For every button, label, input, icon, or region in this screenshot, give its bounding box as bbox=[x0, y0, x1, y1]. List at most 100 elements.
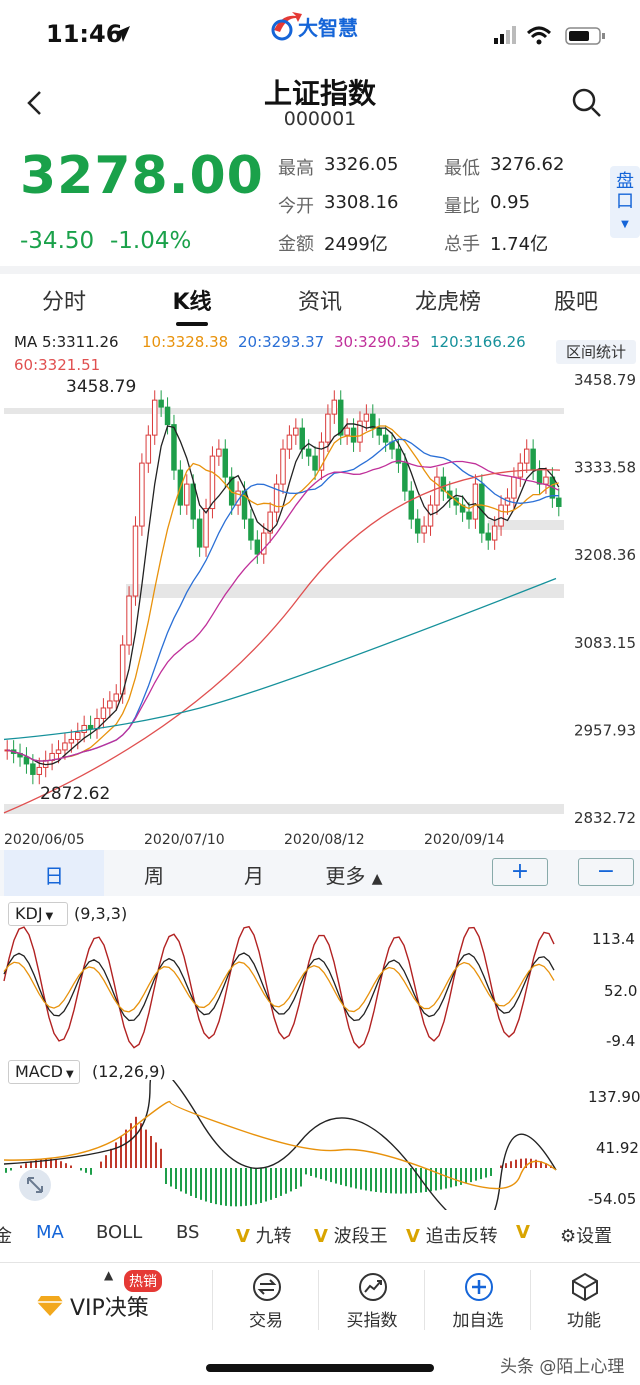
kdj-tick-high: 113.4 bbox=[592, 930, 635, 948]
candle-body bbox=[23, 756, 30, 765]
pankou-label: 盘口 bbox=[616, 171, 634, 212]
watermark: 头条 @陌上心理 bbox=[500, 1357, 625, 1377]
period-day[interactable]: 日 bbox=[44, 864, 64, 888]
function-cube-icon bbox=[572, 1272, 598, 1302]
tab-dragon-tiger[interactable]: 龙虎榜 bbox=[414, 290, 481, 315]
zoom-in-button[interactable]: + bbox=[492, 858, 548, 886]
back-icon[interactable] bbox=[20, 88, 50, 118]
candle-body bbox=[126, 595, 132, 646]
candle-body bbox=[466, 511, 472, 520]
candle-body bbox=[350, 427, 357, 443]
candle-body bbox=[100, 707, 107, 719]
candle-body bbox=[196, 518, 203, 548]
candle-body bbox=[222, 448, 229, 478]
candle-body bbox=[440, 476, 447, 492]
indicator-bodanwang[interactable]: V 波段王 bbox=[314, 1222, 388, 1248]
x-tick-label: 2020/07/10 bbox=[144, 832, 225, 848]
candle-body bbox=[145, 434, 152, 464]
candle-body bbox=[325, 413, 331, 443]
candle-body bbox=[286, 434, 293, 450]
vip-v-icon: V bbox=[406, 1226, 420, 1247]
candle-body bbox=[523, 448, 530, 464]
kdj-j-line bbox=[3, 925, 555, 1049]
search-icon[interactable] bbox=[570, 86, 604, 120]
tab-forum[interactable]: 股吧 bbox=[553, 290, 598, 315]
indicator-jiuzhuan-label: 九转 bbox=[255, 1226, 292, 1247]
indicator-zhuiji[interactable]: V 追击反转 bbox=[406, 1222, 498, 1248]
divider bbox=[0, 266, 640, 274]
ma-legend-30: 30:3290.35 bbox=[334, 333, 421, 351]
settings-button[interactable]: ⚙设置 bbox=[560, 1222, 612, 1248]
divider bbox=[424, 1270, 425, 1330]
candle-body bbox=[190, 483, 196, 520]
stat-label-amount: 金额 bbox=[278, 234, 314, 255]
y-tick-label: 3458.79 bbox=[574, 371, 636, 389]
settings-label: 设置 bbox=[576, 1226, 613, 1247]
candle-body bbox=[203, 508, 209, 548]
low-label: 2872.62 bbox=[40, 784, 110, 804]
caret-down-icon: ▼ bbox=[621, 219, 629, 230]
indicator-jiuzhuan[interactable]: V 九转 bbox=[236, 1222, 292, 1248]
candle-body bbox=[293, 427, 299, 436]
candle-body bbox=[273, 483, 280, 513]
candle-body bbox=[171, 424, 177, 471]
caret-up-icon: ▲ bbox=[104, 1268, 114, 1282]
y-tick-label: 3208.36 bbox=[574, 546, 636, 564]
zoom-out-button[interactable]: − bbox=[578, 858, 634, 886]
ma10-line bbox=[7, 425, 559, 762]
vip-v-icon: V bbox=[236, 1226, 250, 1247]
nav-buy-index[interactable]: 买指数 bbox=[346, 1311, 398, 1331]
indicator-gold[interactable]: 金 bbox=[0, 1226, 12, 1247]
candle-body bbox=[370, 413, 376, 429]
candle-body bbox=[107, 700, 113, 709]
candle-body bbox=[511, 476, 517, 499]
vip-decision-button[interactable]: ▲ 热销 VIP决策 bbox=[8, 1268, 208, 1332]
ma-legend-5: MA 5:3311.26 bbox=[14, 333, 119, 351]
trade-icon bbox=[253, 1273, 281, 1301]
candle-body bbox=[164, 406, 171, 426]
kline-chart[interactable]: 3458.79 3333.58 3208.36 3083.15 2957.93 2832.… bbox=[0, 328, 640, 848]
candle-body bbox=[228, 476, 235, 506]
stock-code: 000001 bbox=[283, 108, 357, 130]
pankou-button[interactable]: 盘口 ▼ bbox=[610, 166, 640, 238]
candle-body bbox=[530, 448, 536, 471]
candle-body bbox=[248, 518, 254, 541]
y-tick-label: 2957.93 bbox=[574, 721, 636, 739]
candle-body bbox=[36, 766, 43, 775]
vip-v-icon[interactable]: V bbox=[516, 1222, 530, 1243]
candle-body bbox=[113, 693, 119, 702]
indicator-bs[interactable]: BS bbox=[176, 1222, 200, 1243]
candle-body bbox=[402, 462, 408, 492]
tab-kline[interactable]: K线 bbox=[172, 290, 212, 315]
candle-body bbox=[421, 525, 427, 534]
nav-trade[interactable]: 交易 bbox=[249, 1311, 283, 1331]
grid-band bbox=[4, 408, 564, 414]
period-week[interactable]: 周 bbox=[144, 864, 164, 888]
candle-body bbox=[318, 441, 325, 471]
indicator-ma[interactable]: MA bbox=[36, 1222, 64, 1243]
period-month[interactable]: 月 bbox=[244, 864, 264, 888]
range-stats-button[interactable]: 区间统计 bbox=[556, 340, 636, 364]
candle-body bbox=[408, 490, 415, 520]
tab-active-indicator bbox=[176, 322, 208, 326]
nav-function[interactable]: 功能 bbox=[567, 1311, 601, 1331]
kdj-selector[interactable]: KDJ ▼ bbox=[8, 902, 68, 926]
kdj-tick-low: -9.4 bbox=[606, 1032, 636, 1050]
period-more[interactable]: 更多 ▲ bbox=[304, 860, 404, 889]
ma-legend-10: 10:3328.38 bbox=[142, 333, 229, 351]
expand-icon[interactable] bbox=[18, 1168, 52, 1202]
indicator-boll[interactable]: BOLL bbox=[96, 1222, 143, 1243]
tab-intraday[interactable]: 分时 bbox=[41, 290, 86, 315]
nav-add-watchlist[interactable]: 加自选 bbox=[452, 1311, 504, 1331]
tab-news[interactable]: 资讯 bbox=[297, 290, 342, 315]
ma-legend-20: 20:3293.37 bbox=[238, 333, 325, 351]
y-tick-label: 3083.15 bbox=[574, 634, 636, 652]
price-change-percent: -1.04% bbox=[110, 228, 192, 254]
y-tick-label: 3333.58 bbox=[574, 459, 636, 477]
period-bar bbox=[0, 850, 640, 896]
candle-body bbox=[62, 742, 68, 751]
y-tick-label: 2832.72 bbox=[574, 809, 636, 827]
macd-selector[interactable]: MACD ▼ bbox=[8, 1060, 80, 1084]
period-active-bg bbox=[4, 850, 104, 896]
diamond-icon bbox=[37, 1296, 63, 1316]
